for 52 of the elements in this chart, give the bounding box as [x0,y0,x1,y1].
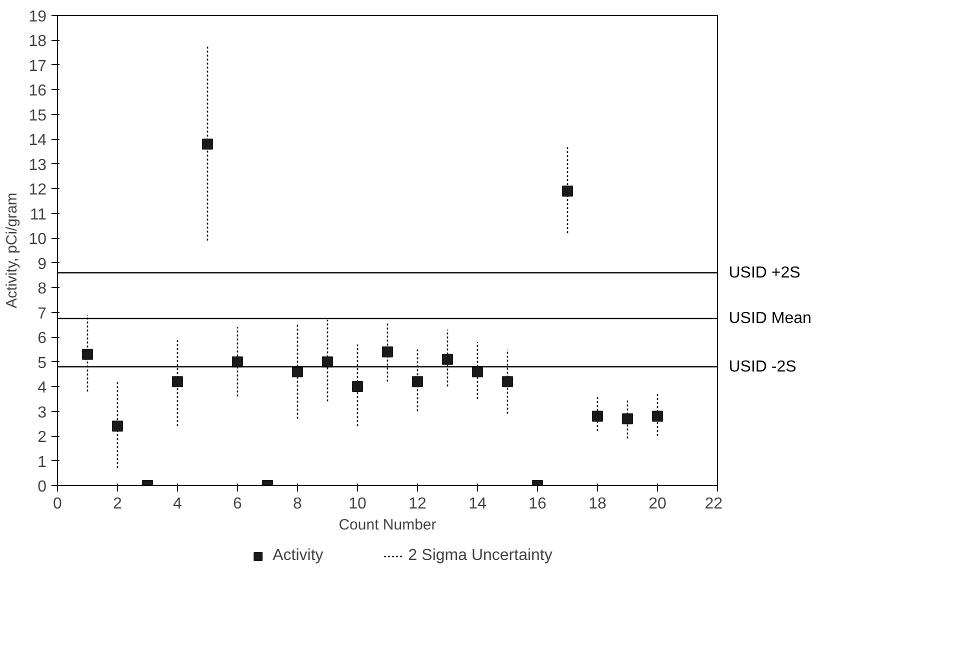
x-tick-label: 10 [348,496,366,512]
y-tick-label: 9 [38,256,47,273]
point [622,413,633,424]
point [382,346,393,358]
x-tick-label: 12 [408,496,426,512]
y-tick-label: 12 [28,182,47,199]
y-tick-label: 10 [28,231,47,248]
y-tick-label: 8 [38,280,47,298]
x-tick-label: 4 [173,496,182,512]
y-tick-label: 16 [28,82,47,100]
y-tick-label: 1 [38,454,47,471]
ref-line-label: USID Mean [728,310,812,328]
y-tick-label: 14 [28,132,47,150]
y-tick-label: 5 [38,354,47,372]
x-tick-label: 8 [293,496,302,512]
ref-line-label: USID -2S [728,358,796,376]
y-tick-label: 13 [28,156,47,174]
x-tick-label: 14 [468,496,486,512]
point [562,186,573,197]
x-tick-label: 18 [588,496,606,512]
x-tick-label: 16 [528,496,546,512]
point [82,348,93,360]
point [592,410,603,422]
point [442,354,453,365]
y-tick-label: 6 [38,330,47,348]
legend-label: Activity [272,547,324,565]
y-tick-label: 17 [28,58,47,75]
x-tick-label: 22 [704,496,723,512]
y-tick-label: 18 [28,33,47,50]
x-tick-label: 2 [113,496,122,512]
x-tick-label: 0 [53,496,62,512]
y-tick-label: 7 [38,305,47,322]
ref-line-label: USID +2S [728,264,800,282]
x-tick-label: 20 [648,496,666,512]
y-tick-label: 0 [38,478,47,496]
y-tick-label: 4 [38,380,47,397]
y-tick-label: 11 [30,206,47,224]
point [502,376,513,388]
point [202,138,213,150]
point [112,420,123,432]
point [172,376,183,388]
point [652,410,663,422]
point [352,381,363,392]
y-tick-label: 2 [38,429,47,446]
x-axis-title: Count Number [338,516,436,534]
y-axis-title: Activity, pCi/gram [4,192,21,308]
y-tick-label: 15 [28,107,47,124]
y-tick-label: 3 [38,404,47,422]
text: 2 Sigma Uncertainty [408,547,552,565]
point [412,376,423,388]
x-tick-label: 6 [233,496,242,512]
y-tick-label: 19 [28,8,47,26]
